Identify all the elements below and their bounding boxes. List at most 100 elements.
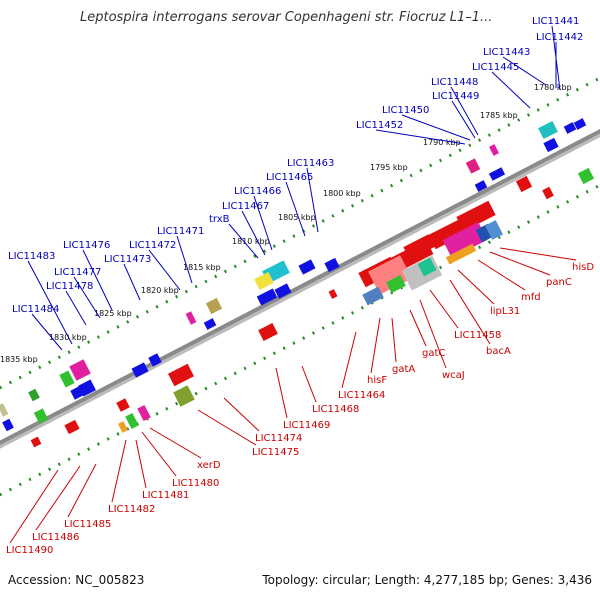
gene-block [368, 255, 412, 295]
bottom-tick-row [0, 183, 600, 497]
bottom-label-leader [67, 463, 97, 518]
gene-block [515, 175, 533, 193]
gene-label-lic11464: LIC11464 [338, 390, 385, 401]
scale-label: 1810 kbp [232, 237, 270, 246]
gene-block [485, 220, 503, 240]
accession-label: Accession: NC_005823 [8, 573, 145, 587]
gene-block [69, 359, 91, 381]
gene-block [125, 412, 139, 430]
bottom-label-leader [9, 469, 59, 544]
top-label-leader [31, 313, 63, 351]
bottom-label-leader [477, 259, 526, 291]
gene-label-lic11481: LIC11481 [142, 490, 189, 501]
gene-label-gatc: gatC [422, 348, 445, 359]
gene-block [256, 288, 278, 306]
gene-block [362, 286, 384, 306]
top-label-leader [253, 195, 273, 251]
gene-block [386, 275, 406, 293]
scale-label: 1825 kbp [94, 309, 132, 318]
gene-label-lic11483: LIC11483 [8, 251, 55, 262]
bottom-label-leader [429, 289, 459, 329]
bottom-label-leader [141, 431, 177, 477]
gene-block [203, 318, 217, 330]
scale-label: 1785 kbp [480, 111, 518, 120]
top-label-leader [491, 71, 531, 109]
genome-summary: Topology: circular; Length: 4,277,185 bp… [262, 573, 592, 587]
gene-label-lic11463: LIC11463 [287, 158, 334, 169]
gene-block [118, 421, 128, 433]
gene-block [168, 363, 194, 387]
top-label-leader [148, 249, 181, 291]
gene-label-lic11475: LIC11475 [252, 447, 299, 458]
bottom-label-leader [111, 439, 127, 503]
bottom-label-leader [457, 269, 495, 305]
top-label-leader [123, 263, 141, 301]
gene-label-lic11467: LIC11467 [222, 201, 269, 212]
gene-block [538, 121, 558, 139]
gene-label-lic11485: LIC11485 [64, 519, 111, 530]
gene-block [573, 118, 587, 130]
gene-label-lic11472: LIC11472 [129, 240, 176, 251]
top-label-leader [65, 290, 87, 326]
gene-block [2, 418, 14, 432]
top-label-leader [27, 260, 73, 345]
scale-label: 1805 kbp [278, 213, 316, 222]
bottom-label-leader [149, 427, 202, 459]
bottom-label-leader [223, 397, 260, 432]
top-label-leader [73, 276, 101, 319]
bottom-label-leader [341, 331, 357, 389]
gene-block [258, 323, 278, 341]
bottom-label-leader [370, 317, 381, 374]
bottom-label-leader [419, 299, 447, 369]
gene-label-mfd: mfd [521, 292, 541, 303]
gene-label-lic11482: LIC11482 [108, 504, 155, 515]
gene-label-lic11458: LIC11458 [454, 330, 501, 341]
gene-block [59, 370, 75, 388]
gene-label-lic11471: LIC11471 [157, 226, 204, 237]
gene-label-gata: gatA [392, 364, 415, 375]
gene-label-lic11474: LIC11474 [255, 433, 302, 444]
gene-block [148, 353, 162, 367]
gene-block [131, 362, 149, 378]
top-label-leader [228, 223, 259, 259]
top-label-leader [306, 167, 319, 233]
scale-label: 1815 kbp [183, 263, 221, 272]
gene-label-lic11445: LIC11445 [472, 62, 519, 73]
gene-label-lic11477: LIC11477 [54, 267, 101, 278]
bottom-label-leader [449, 279, 491, 345]
top-label-leader [285, 181, 306, 237]
gene-block [474, 180, 488, 192]
bottom-label-leader [135, 439, 147, 489]
gene-block [428, 218, 468, 250]
gene-block [205, 297, 223, 315]
gene-block [0, 403, 9, 417]
gene-label-lic11465: LIC11465 [266, 172, 313, 183]
gene-block [298, 259, 316, 275]
gene-label-panc: panC [546, 277, 572, 288]
bottom-label-leader [499, 247, 577, 261]
gene-label-hisd: hisD [572, 262, 594, 273]
gene-label-lic11469: LIC11469 [283, 420, 330, 431]
gene-block [185, 311, 197, 325]
gene-label-lic11443: LIC11443 [483, 47, 530, 58]
top-label-leader [176, 235, 193, 284]
backbone [0, 128, 600, 446]
gene-block [489, 144, 499, 156]
bottom-label-leader [409, 309, 427, 347]
gene-label-baca: bacA [486, 346, 511, 357]
bottom-label-leader [275, 367, 288, 419]
gene-label-lic11486: LIC11486 [32, 532, 79, 543]
gene-label-lic11490: LIC11490 [6, 545, 53, 556]
gene-label-lic11441: LIC11441 [532, 16, 579, 27]
gene-label-lipl31: lipL31 [490, 306, 520, 317]
gene-label-hisf: hisF [367, 375, 387, 386]
scale-label: 1790 kbp [423, 138, 461, 147]
scale-label: 1830 kbp [49, 333, 87, 342]
bottom-label-leader [391, 317, 397, 363]
top-label-leader [451, 100, 476, 139]
gene-label-lic11468: LIC11468 [312, 404, 359, 415]
gene-label-lic11452: LIC11452 [356, 120, 403, 131]
gene-block [328, 289, 338, 299]
gene-label-lic11473: LIC11473 [104, 254, 151, 265]
gene-label-lic11449: LIC11449 [432, 91, 479, 102]
